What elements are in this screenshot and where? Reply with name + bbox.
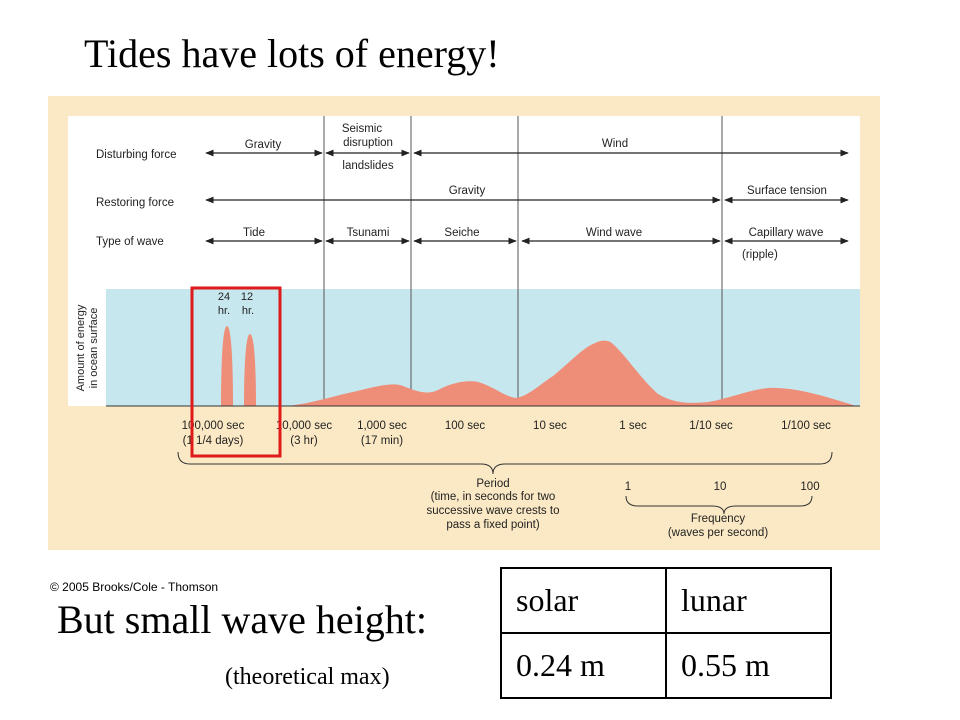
copyright: © 2005 Brooks/Cole - Thomson xyxy=(50,580,219,594)
disturbing-landslides-label: landslides xyxy=(342,160,393,172)
table-header-lunar: lunar xyxy=(665,567,832,634)
tide-peak-12hr xyxy=(244,334,256,406)
label-mask xyxy=(239,138,287,152)
row-label-restoring-force: Restoring force xyxy=(96,197,174,209)
period-tick-label: 1/10 sec xyxy=(689,420,733,432)
row-label-type-of-wave: Type of wave xyxy=(96,236,164,248)
subtitle: But small wave height: xyxy=(57,597,427,642)
capillary-wave-label: Capillary wave xyxy=(749,227,824,239)
frequency-tick-label: 1 xyxy=(625,481,631,493)
label-mask xyxy=(334,158,404,172)
peak-24-label: 24 xyxy=(218,291,230,303)
frequency-tick-label: 100 xyxy=(800,481,819,493)
label-mask xyxy=(332,120,404,148)
period-tick-label: 10,000 sec xyxy=(276,420,333,432)
table-header-row: solar lunar xyxy=(500,567,832,634)
disturbing-seismic-label-2: disruption xyxy=(343,137,393,149)
surface-tension-label: Surface tension xyxy=(747,185,827,197)
solar-height: 0.24 m xyxy=(500,632,667,699)
period-tick-sublabel: (1 1/4 days) xyxy=(183,435,244,447)
ripple-label: (ripple) xyxy=(742,249,778,261)
table-row: 0.24 m 0.55 m xyxy=(500,632,832,699)
peak-24-unit: hr. xyxy=(218,305,230,317)
period-desc-2: successive wave crests to xyxy=(427,505,560,517)
period-desc-1: (time, in seconds for two xyxy=(431,491,556,503)
period-tick-sublabel: (3 hr) xyxy=(290,435,318,447)
theoretical-max-note: (theoretical max) xyxy=(225,664,390,690)
restoring-gravity-label: Gravity xyxy=(449,185,486,197)
period-title: Period xyxy=(476,478,509,490)
frequency-tick-label: 10 xyxy=(714,481,727,493)
row-label-disturbing-force: Disturbing force xyxy=(96,149,177,161)
period-tick-label: 1/100 sec xyxy=(781,420,831,432)
energy-axis-label-2: in ocean surface xyxy=(88,308,100,389)
label-mask xyxy=(578,224,650,238)
label-mask xyxy=(595,137,635,151)
label-mask xyxy=(736,224,836,238)
period-tick-sublabel: (17 min) xyxy=(361,435,403,447)
tide-peak-24hr xyxy=(221,326,233,406)
wave-height-table: solar lunar 0.24 m 0.55 m xyxy=(500,567,832,699)
energy-spectrum-curve xyxy=(106,340,856,406)
wind-wave-label: Wind wave xyxy=(586,227,642,239)
seiche-label: Seiche xyxy=(444,227,479,239)
tide-label: Tide xyxy=(243,227,265,239)
category-dividers xyxy=(323,116,723,406)
label-mask xyxy=(436,224,488,238)
energy-axis-label-1: Amount of energy xyxy=(75,304,87,391)
slide-title: Tides have lots of energy! xyxy=(84,31,500,76)
label-mask xyxy=(438,183,496,197)
period-tick-label: 100 sec xyxy=(445,420,486,432)
wave-energy-diagram: Disturbing force Restoring force Type of… xyxy=(48,96,880,550)
tsunami-label: Tsunami xyxy=(347,227,390,239)
wave-energy-figure: Disturbing force Restoring force Type of… xyxy=(48,96,880,550)
period-tick-label: 1,000 sec xyxy=(357,420,407,432)
table-header-solar: solar xyxy=(500,567,667,634)
label-mask xyxy=(732,182,842,197)
lunar-height: 0.55 m xyxy=(665,632,832,699)
period-tick-label: 1 sec xyxy=(619,420,647,432)
peak-12-label: 12 xyxy=(241,291,253,303)
disturbing-wind-label: Wind xyxy=(602,138,628,150)
frequency-brace xyxy=(625,495,813,515)
label-mask xyxy=(340,224,394,238)
tide-highlight-box xyxy=(190,286,282,458)
period-tick-label: 100,000 sec xyxy=(182,420,245,432)
label-mask xyxy=(238,224,270,238)
disturbing-gravity-label: Gravity xyxy=(245,139,282,151)
frequency-desc: (waves per second) xyxy=(668,527,769,539)
peak-12-unit: hr. xyxy=(242,305,254,317)
period-desc-3: pass a fixed point) xyxy=(446,519,540,531)
period-brace xyxy=(177,451,833,475)
period-tick-label: 10 sec xyxy=(533,420,567,432)
disturbing-seismic-label-1: Seismic xyxy=(342,123,383,135)
frequency-title: Frequency xyxy=(691,513,746,525)
